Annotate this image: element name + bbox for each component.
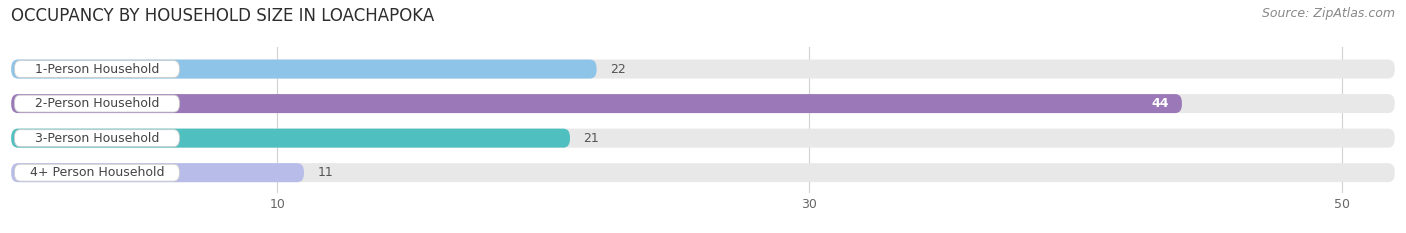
Text: 1-Person Household: 1-Person Household [35,62,159,75]
FancyBboxPatch shape [11,60,1395,79]
Text: 2-Person Household: 2-Person Household [35,97,159,110]
FancyBboxPatch shape [11,60,596,79]
Text: 22: 22 [610,62,626,75]
FancyBboxPatch shape [11,129,569,148]
FancyBboxPatch shape [14,95,180,112]
FancyBboxPatch shape [11,94,1395,113]
FancyBboxPatch shape [11,94,1182,113]
FancyBboxPatch shape [14,130,180,147]
FancyBboxPatch shape [11,129,1395,148]
Text: Source: ZipAtlas.com: Source: ZipAtlas.com [1261,7,1395,20]
FancyBboxPatch shape [14,61,180,78]
Text: 4+ Person Household: 4+ Person Household [30,166,165,179]
Text: 44: 44 [1152,97,1168,110]
Text: 11: 11 [318,166,333,179]
FancyBboxPatch shape [11,163,1395,182]
FancyBboxPatch shape [11,163,304,182]
Text: 21: 21 [583,132,599,145]
FancyBboxPatch shape [14,164,180,181]
Text: OCCUPANCY BY HOUSEHOLD SIZE IN LOACHAPOKA: OCCUPANCY BY HOUSEHOLD SIZE IN LOACHAPOK… [11,7,434,25]
Text: 3-Person Household: 3-Person Household [35,132,159,145]
